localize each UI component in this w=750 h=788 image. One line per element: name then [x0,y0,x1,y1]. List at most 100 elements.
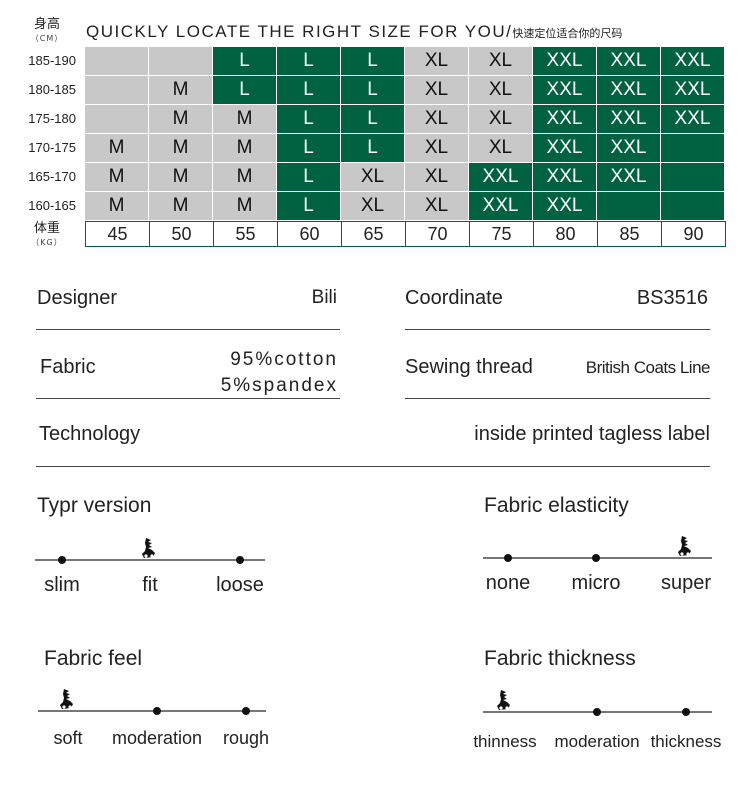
scale-point [504,554,512,562]
size-cell: L [341,47,404,75]
weight-cell: 65 [342,222,405,246]
fabric-value-1: 95%cotton [230,349,338,370]
scale-option-label: soft [53,728,83,748]
height-row-label: 170-175 [28,140,76,155]
fabric-value: 95%cotton 5%spandex [221,347,338,399]
size-cell: L [277,47,340,75]
size-cell [85,76,148,104]
scale-option-label: super [660,572,712,594]
size-cell [661,134,724,162]
size-cell: M [213,192,276,220]
scale-title: Fabric feel [44,647,143,670]
size-cell: M [149,134,212,162]
size-cell: XXL [533,163,596,191]
size-cell: XXL [597,134,660,162]
title-en: QUICKLY LOCATE THE RIGHT SIZE FOR YOU/ [86,22,513,41]
size-cell: XXL [469,192,532,220]
size-cell: XL [469,134,532,162]
size-cell: XXL [469,163,532,191]
figure-marker-icon [140,537,158,559]
size-cell: L [341,134,404,162]
height-axis-label: 身高 （CM） [22,18,72,46]
scale-line [38,710,266,712]
scale-option-label: moderation [554,732,640,751]
scale-option-label: loose [216,574,264,596]
divider [36,329,340,330]
weight-label: 体重 [33,221,60,236]
size-cell: XXL [533,134,596,162]
chart-title: QUICKLY LOCATE THE RIGHT SIZE FOR YOU/快速… [86,22,622,42]
size-cell: L [277,134,340,162]
size-cell: L [213,76,276,104]
figure-marker-icon [495,689,513,711]
size-cell: L [213,47,276,75]
size-cell: L [341,76,404,104]
designer-label: Designer [37,287,118,309]
size-cell: XL [405,192,468,220]
size-cell: M [85,163,148,191]
size-cell: L [277,163,340,191]
size-cell: XL [469,76,532,104]
size-cell: XXL [597,76,660,104]
height-row-label: 165-170 [28,169,76,184]
weight-cell: 85 [598,222,661,246]
size-cell: XXL [597,163,660,191]
height-row-label: 175-180 [28,111,76,126]
weight-cell: 50 [150,222,213,246]
size-cell [85,47,148,75]
scale-point [153,707,161,715]
weight-cell: 45 [86,222,149,246]
size-cell: L [277,105,340,133]
size-cell: XL [405,76,468,104]
size-cell: L [341,105,404,133]
size-cell [661,163,724,191]
figure-marker-icon [58,688,76,710]
divider [405,329,710,330]
size-cell: L [277,192,340,220]
size-cell: L [277,76,340,104]
weight-axis-label: 体重 （KG） [22,222,72,250]
weight-cell: 90 [662,222,725,246]
size-cell: XL [405,105,468,133]
scale-option-label: fit [142,574,158,596]
divider [36,398,340,399]
size-cell [597,192,660,220]
size-cell: XL [341,192,404,220]
size-cell: M [149,105,212,133]
weight-cell: 80 [534,222,597,246]
scale-title: Typr version [37,494,152,517]
size-cell: M [85,134,148,162]
scale-title: Fabric elasticity [484,494,629,517]
size-cell: XXL [661,47,724,75]
size-cell: M [149,76,212,104]
height-row-label: 160-165 [28,198,76,213]
size-cell: XL [405,163,468,191]
size-cell: XL [405,134,468,162]
size-cell [85,105,148,133]
height-row-label: 180-185 [28,82,76,97]
designer-value: Bili [311,287,337,308]
scale-option-label: thinness [473,732,537,751]
coordinate-label: Coordinate [405,287,503,309]
scale-option-label: moderation [111,728,203,748]
size-cell: XL [341,163,404,191]
size-cell: XL [405,47,468,75]
scale-option-label: thickness [650,732,722,751]
coordinate-value: BS3516 [636,287,708,309]
height-label: 身高 [33,17,60,32]
scale-point [242,707,250,715]
scale-point [592,554,600,562]
scale-title: Fabric thickness [484,647,636,670]
scale-option-label: slim [44,574,80,596]
weight-cell: 75 [470,222,533,246]
divider [405,398,710,399]
fabric-value-2: 5%spandex [220,375,338,396]
size-cell: M [213,134,276,162]
size-cell: XXL [661,76,724,104]
technology-value: inside printed tagless label [474,423,710,445]
size-cell: M [213,105,276,133]
size-cell: M [85,192,148,220]
height-row-label: 185-190 [28,53,76,68]
scale-line [35,559,265,561]
